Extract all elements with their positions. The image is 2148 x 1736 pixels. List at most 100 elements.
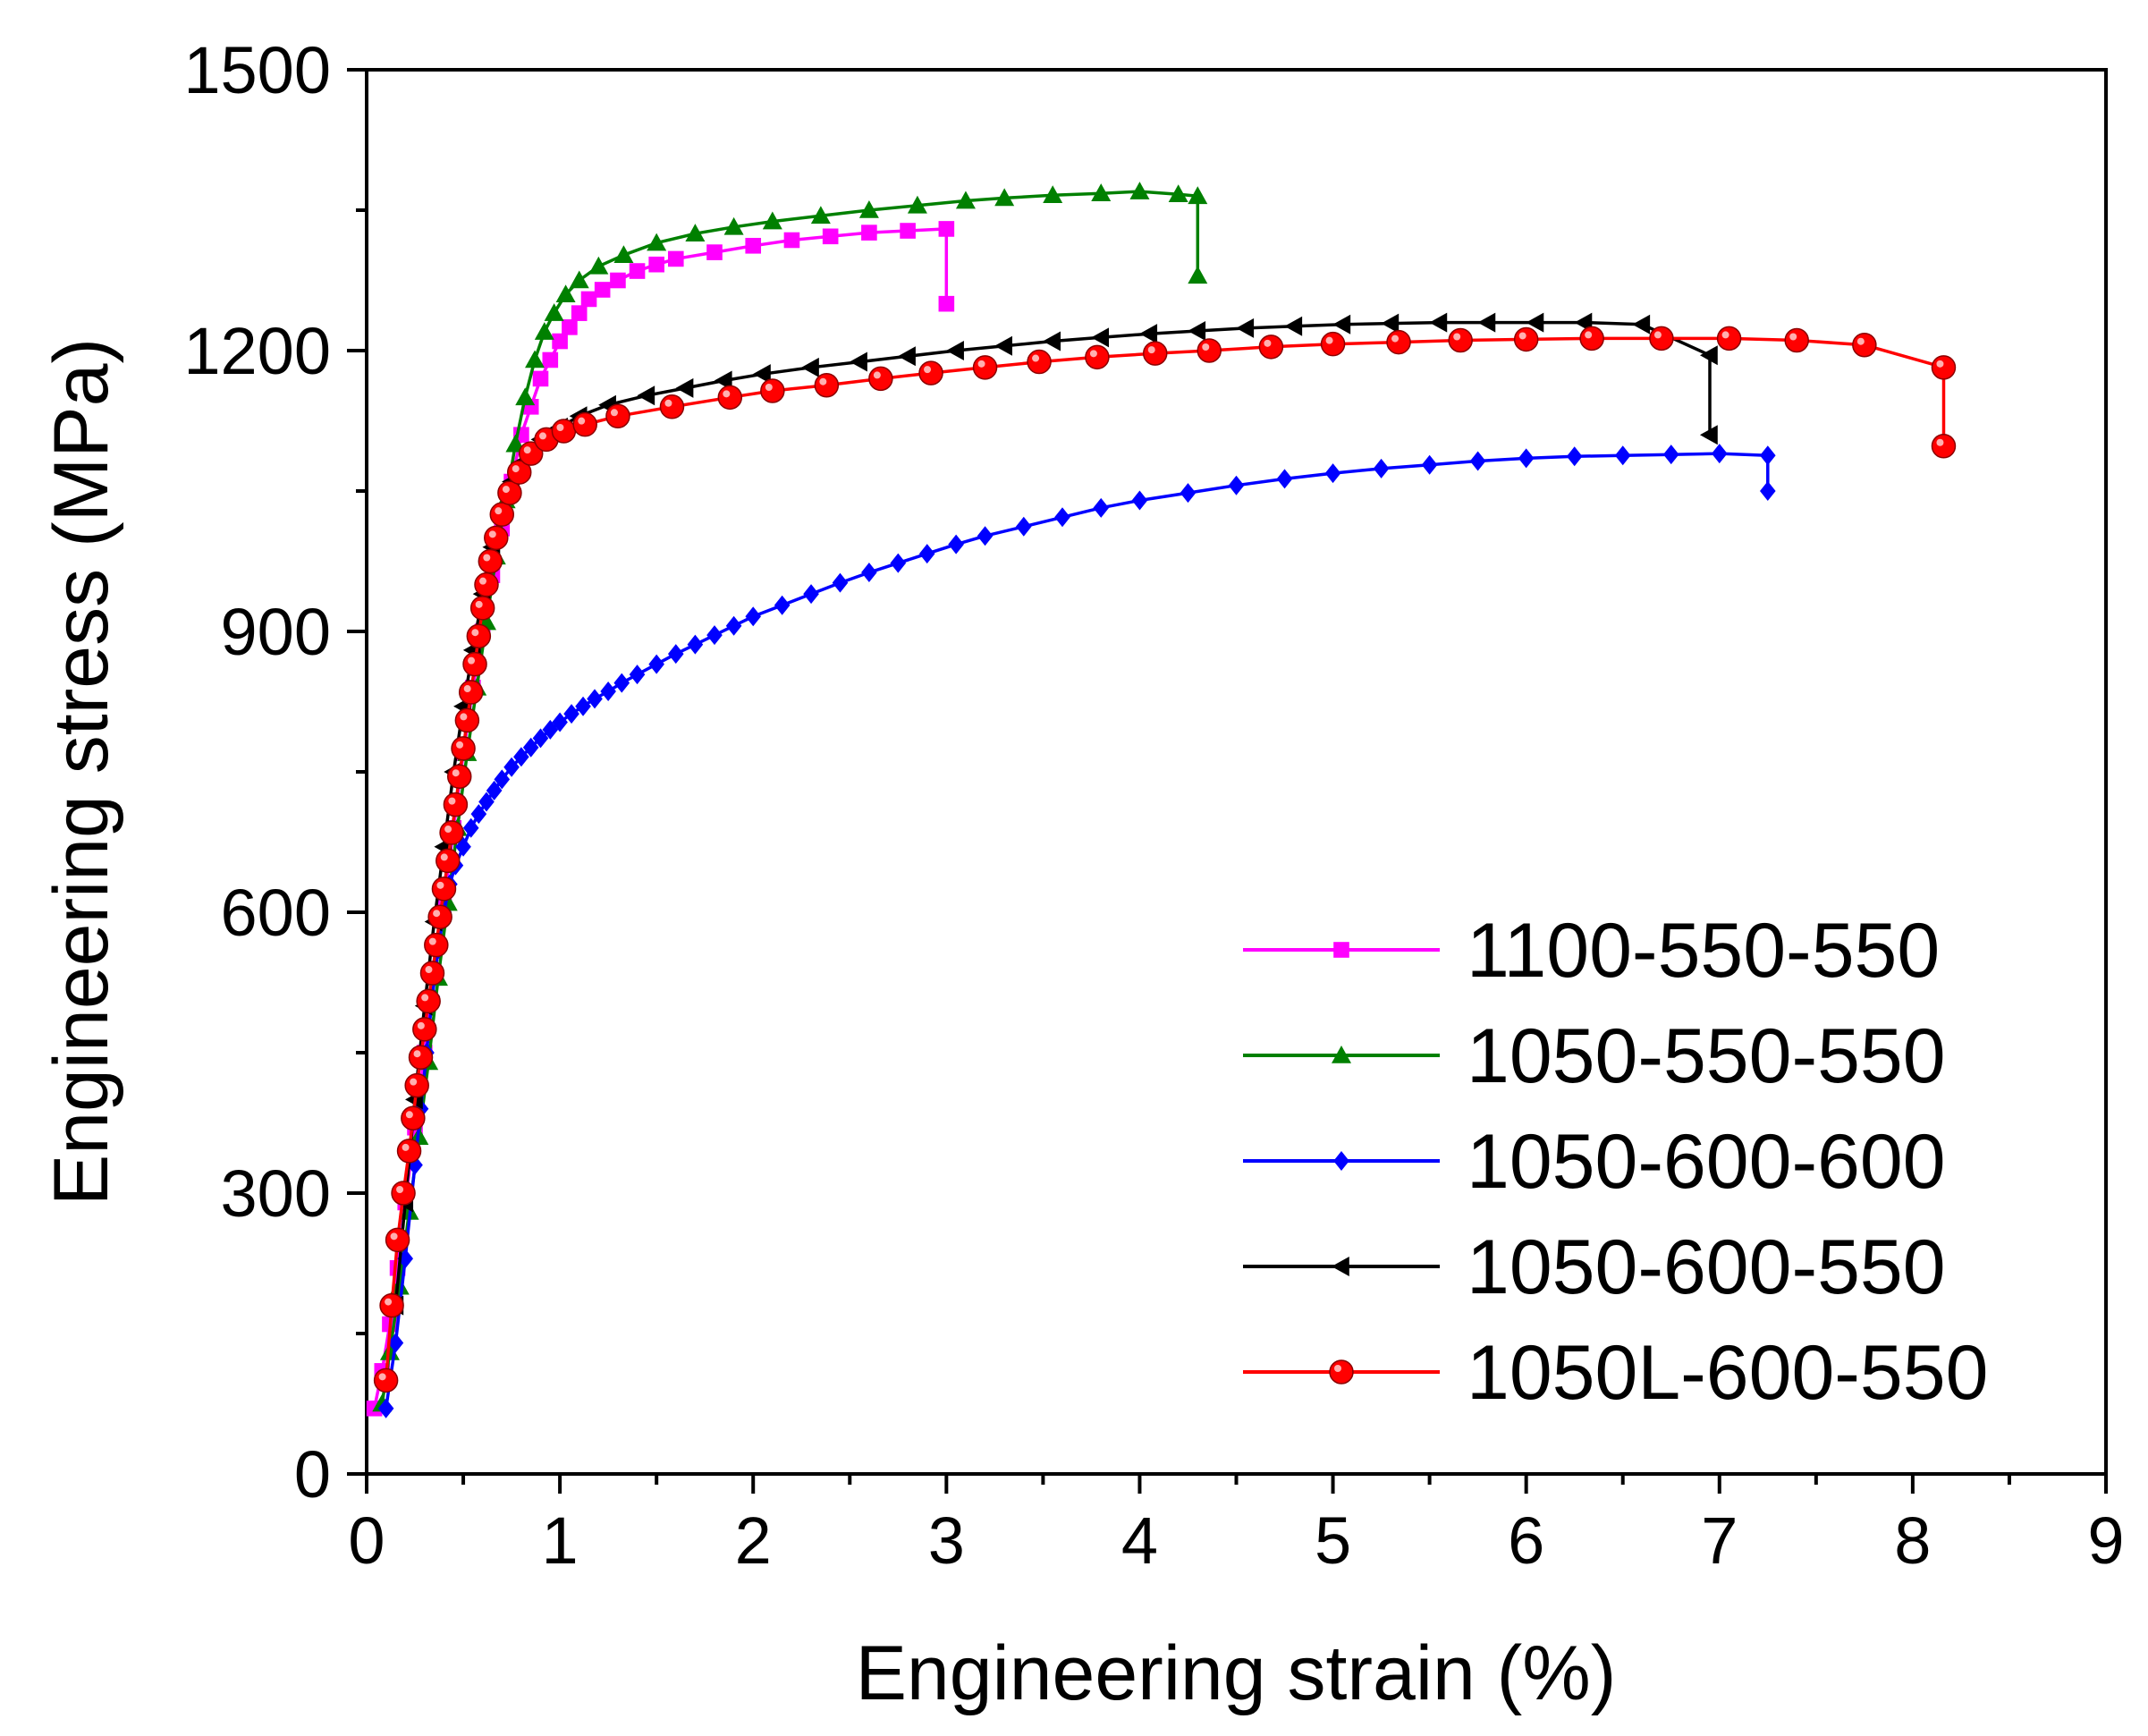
legend-label: 1050-600-550	[1467, 1224, 1946, 1310]
data-point	[462, 817, 479, 838]
data-point	[446, 764, 472, 789]
data-point	[1131, 490, 1148, 511]
data-point	[474, 572, 499, 597]
marker-highlight	[456, 741, 464, 749]
marker-highlight	[512, 465, 520, 473]
marker-highlight	[765, 384, 773, 392]
data-point	[1129, 182, 1150, 199]
data-point	[801, 357, 819, 377]
series-layer	[366, 182, 1957, 1418]
data-point	[1381, 313, 1400, 334]
data-point	[1931, 355, 1957, 380]
x-tick-label: 0	[348, 1503, 385, 1578]
data-point	[822, 228, 839, 245]
x-tick-label: 4	[1121, 1503, 1158, 1578]
data-point	[900, 223, 916, 239]
marker-highlight	[428, 937, 436, 945]
data-point	[387, 1333, 404, 1353]
data-point	[946, 341, 964, 360]
data-point	[868, 366, 893, 392]
data-point	[760, 378, 785, 403]
y-tick-label: 900	[221, 595, 331, 669]
data-point	[613, 245, 634, 264]
data-point	[1852, 332, 1877, 358]
series-line	[380, 190, 1200, 1406]
data-point	[667, 250, 684, 267]
data-point	[774, 595, 791, 615]
marker-highlight	[1653, 331, 1662, 339]
marker-highlight	[1453, 333, 1461, 341]
marker-highlight	[1089, 350, 1097, 358]
data-point	[613, 673, 630, 693]
y-tick-label: 0	[294, 1437, 331, 1512]
marker-highlight	[502, 486, 510, 494]
marker-highlight	[396, 1186, 404, 1193]
data-point	[1324, 463, 1341, 484]
marker-highlight	[1032, 354, 1040, 362]
legend-item: 1100-550-550	[1243, 908, 1940, 994]
marker-highlight	[436, 881, 444, 889]
marker-highlight	[410, 1078, 418, 1086]
data-point	[1015, 516, 1032, 537]
legend-item: 1050-550-550	[1243, 1013, 1946, 1099]
data-point	[1448, 327, 1473, 353]
data-point	[1579, 326, 1604, 351]
data-point	[404, 1072, 429, 1098]
data-point	[1043, 185, 1063, 204]
data-point	[552, 333, 568, 350]
x-tick-label: 6	[1508, 1503, 1544, 1578]
data-point	[955, 191, 976, 209]
data-point	[416, 988, 441, 1014]
data-point	[687, 634, 704, 655]
legend-label: 1100-550-550	[1467, 908, 1940, 994]
marker-highlight	[444, 826, 452, 834]
legend-marker	[1332, 1257, 1349, 1276]
data-point	[373, 1368, 399, 1393]
data-point	[803, 584, 819, 605]
data-point	[1632, 314, 1651, 334]
legend-item: 1050-600-550	[1243, 1224, 1946, 1310]
marker-highlight	[873, 371, 881, 379]
x-tick-label: 9	[2087, 1503, 2124, 1578]
data-point	[544, 303, 564, 321]
data-point	[1518, 448, 1535, 469]
marker-highlight	[402, 1143, 410, 1151]
data-point	[555, 284, 576, 302]
data-point	[1276, 469, 1293, 489]
data-point	[542, 351, 559, 368]
data-point	[379, 1292, 404, 1318]
data-point	[1332, 314, 1351, 334]
marker-highlight	[578, 417, 586, 425]
data-point	[647, 233, 667, 251]
data-point	[469, 596, 495, 621]
marker-highlight	[405, 1111, 413, 1119]
data-point	[563, 704, 579, 724]
marker-highlight	[1721, 331, 1729, 339]
data-point	[1662, 445, 1679, 465]
data-point	[685, 224, 706, 241]
marker-highlight	[924, 366, 932, 374]
data-point	[1699, 425, 1718, 445]
legend-marker	[1333, 942, 1349, 958]
data-point	[552, 712, 568, 733]
marker-highlight	[483, 554, 491, 562]
data-point	[419, 961, 445, 986]
marker-highlight	[1936, 360, 1944, 368]
y-tick-label: 1500	[183, 33, 331, 107]
marker-highlight	[723, 390, 731, 398]
marker-highlight	[488, 530, 496, 538]
data-point	[814, 372, 840, 398]
data-point	[569, 270, 589, 289]
data-point	[648, 256, 664, 273]
data-point	[898, 346, 916, 367]
x-tick-label: 8	[1894, 1503, 1931, 1578]
data-point	[1091, 183, 1112, 201]
data-point	[810, 206, 831, 224]
data-point	[391, 1181, 416, 1206]
data-point	[1284, 316, 1303, 336]
data-point	[745, 237, 762, 254]
marker-highlight	[523, 446, 531, 454]
y-tick-label: 1200	[183, 314, 331, 388]
marker-highlight	[1585, 331, 1593, 339]
ticks-group: 0 1 2 3 4 5 6 7 8 9 0 300 600 900 1200 1500	[183, 33, 2124, 1578]
